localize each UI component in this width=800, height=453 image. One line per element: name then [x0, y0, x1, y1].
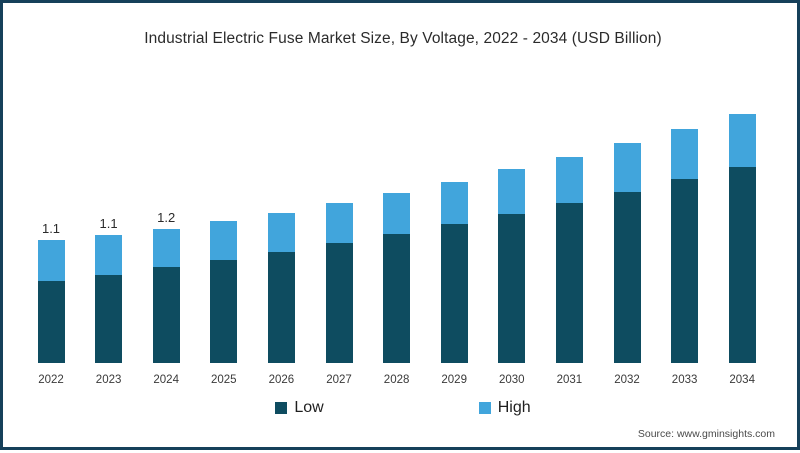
x-axis-tick-label: 2029: [441, 374, 467, 386]
bar-group[interactable]: 1.1: [95, 216, 123, 363]
chart-inner-border: [5, 5, 795, 445]
bar-segment-low[interactable]: [728, 167, 756, 363]
bar-segment-high[interactable]: [325, 202, 353, 244]
x-axis-tick-label: 2032: [614, 374, 640, 386]
bar-segment-high[interactable]: [210, 220, 238, 260]
bar-group[interactable]: [498, 169, 526, 363]
bar-segment-low[interactable]: [325, 243, 353, 363]
bar-value-label: 1.2: [157, 209, 176, 225]
x-axis-tick-label: 2023: [95, 374, 122, 386]
legend-item-low[interactable]: Low: [275, 399, 324, 417]
bar-value-label: 1.1: [41, 220, 61, 236]
bar-segment-high[interactable]: [613, 143, 641, 192]
x-axis-tick-label: 2031: [556, 374, 583, 386]
bar-group[interactable]: [210, 220, 238, 363]
bar-group[interactable]: [555, 156, 583, 363]
legend-label-high: High: [497, 399, 531, 416]
bar-segment-high[interactable]: [95, 235, 123, 275]
bar-segment-high[interactable]: [440, 181, 468, 225]
x-axis-tick-label: 2024: [153, 374, 179, 386]
bar-segment-low[interactable]: [498, 214, 526, 363]
legend-swatch-low-icon: [275, 402, 288, 414]
bar-segment-high[interactable]: [383, 192, 411, 235]
bar-value-label: 1.1: [99, 216, 118, 232]
bar-segment-high[interactable]: [37, 239, 65, 282]
x-axis-tick-label: 2028: [383, 374, 410, 386]
legend-label-low: Low: [294, 399, 324, 416]
legend-item-high[interactable]: High: [478, 399, 531, 417]
bar-group[interactable]: [267, 212, 295, 363]
bar-segment-low[interactable]: [440, 224, 468, 363]
bar-segment-high[interactable]: [267, 212, 295, 253]
chart-title: Industrial Electric Fuse Market Size, By…: [144, 30, 662, 47]
bar-group[interactable]: [325, 202, 353, 363]
x-axis-tick-label: 2034: [729, 374, 755, 386]
bar-segment-low[interactable]: [555, 202, 583, 363]
x-axis-tick-label: 2030: [499, 374, 525, 386]
bar-segment-high[interactable]: [555, 156, 583, 203]
bar-group[interactable]: 1.1: [37, 221, 65, 363]
bar-segment-low[interactable]: [613, 191, 641, 363]
x-axis-tick-label: 2022: [38, 374, 64, 386]
source-attribution: Source: www.gminsights.com: [637, 428, 775, 440]
chart-legend: Low High: [3, 399, 800, 417]
plot-area: 1.1 2022 1.1 2023 1.2 2024 2025 2026 2027 2028 202…: [3, 3, 800, 453]
legend-swatch-high-icon: [478, 402, 491, 414]
x-axis-tick-label: 2025: [211, 374, 237, 386]
bar-group[interactable]: [613, 143, 641, 363]
bar-segment-low[interactable]: [267, 252, 295, 363]
bar-segment-low[interactable]: [210, 259, 238, 363]
bar-segment-low[interactable]: [152, 266, 180, 363]
bar-segment-high[interactable]: [728, 114, 756, 167]
bar-group[interactable]: [440, 181, 468, 363]
bar-segment-high[interactable]: [671, 128, 699, 180]
bar-segment-high[interactable]: [152, 228, 180, 267]
x-axis-tick-label: 2033: [671, 374, 698, 386]
bar-segment-low[interactable]: [37, 281, 65, 363]
bar-group[interactable]: [671, 128, 699, 363]
bar-segment-low[interactable]: [95, 274, 123, 363]
bar-group[interactable]: 1.2: [152, 210, 180, 363]
bar-segment-low[interactable]: [383, 234, 411, 363]
x-axis-tick-label: 2027: [326, 374, 352, 386]
bar-segment-high[interactable]: [498, 169, 526, 215]
bar-group[interactable]: [383, 192, 411, 363]
x-axis-tick-label: 2026: [268, 374, 295, 386]
bar-segment-low[interactable]: [671, 179, 699, 363]
bar-group[interactable]: [728, 114, 756, 363]
